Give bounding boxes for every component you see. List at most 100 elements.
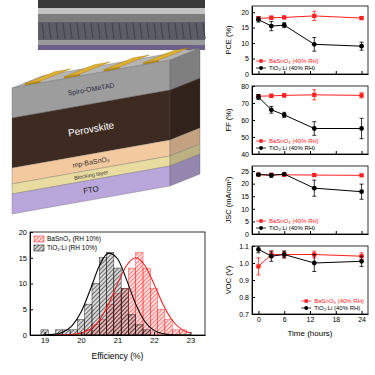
- sem-grain: [203, 23, 205, 39]
- tick: [336, 231, 337, 234]
- layer-side: [170, 154, 200, 186]
- tick-mark: [252, 171, 255, 172]
- tick-mark: [310, 311, 311, 314]
- tick-mark: [252, 43, 255, 44]
- axis-line: [252, 167, 253, 235]
- sem-grain: [147, 23, 149, 39]
- tick-label: 50: [241, 134, 249, 141]
- tick-label: 5: [23, 305, 27, 314]
- tick-mark: [252, 74, 255, 75]
- tick-label: 0: [23, 331, 27, 340]
- axis-line: [252, 7, 253, 75]
- tick-mark: [252, 221, 255, 222]
- tick-label: 0.9: [239, 277, 249, 284]
- axis-line: [253, 314, 369, 315]
- legend-label: TiO₂:Li (40% RH): [269, 65, 315, 71]
- x-axis: [253, 231, 369, 235]
- sem-band: [38, 8, 205, 14]
- tick: [362, 231, 363, 234]
- error-bar: [282, 251, 286, 258]
- tick-label: 10: [241, 40, 249, 47]
- tick-mark: [362, 71, 363, 74]
- sem-grain: [70, 23, 72, 39]
- marker: [282, 252, 287, 257]
- marker: [312, 173, 316, 177]
- sem-grain: [84, 23, 86, 39]
- tick-mark: [310, 151, 311, 154]
- series-line: [258, 20, 361, 47]
- tick: 23: [187, 332, 195, 345]
- tick: [258, 231, 259, 234]
- x-axis: 1920212223: [31, 332, 206, 345]
- marker: [359, 16, 363, 20]
- tick-mark: [252, 280, 255, 281]
- legend: BaSnO₃ (RH 10%)TiO₂:Li (RH 10%): [34, 235, 101, 252]
- error-bar: [269, 21, 273, 30]
- legend: BaSnO₃ (40% RH)TiO₂:Li (40% RH): [256, 138, 319, 151]
- marker: [312, 261, 317, 266]
- plot-area: [256, 172, 364, 200]
- plot-area: [256, 246, 364, 275]
- bar: [143, 330, 150, 335]
- error-bar: [282, 23, 286, 28]
- tick: 20: [241, 9, 255, 16]
- tick-mark: [336, 151, 337, 154]
- error-bar: [312, 180, 316, 196]
- tick-label: 22: [150, 336, 158, 345]
- sem-band: [38, 22, 205, 40]
- axis-line: [253, 74, 369, 75]
- tick: [310, 231, 311, 234]
- error-bar: [360, 17, 364, 20]
- sem-grain: [98, 23, 100, 39]
- marker: [269, 107, 274, 112]
- histogram-chart: 192021222305101520Efficiency (%)BaSnO₃ (…: [19, 228, 206, 361]
- tick-mark: [362, 231, 363, 234]
- x-axis-title: Time (hours): [287, 329, 332, 338]
- plot-area: [41, 253, 190, 335]
- tick: [258, 151, 259, 154]
- marker: [269, 173, 273, 177]
- error-bar: [282, 16, 286, 18]
- legend: BaSnO₃ (40% RH)TiO₂:Li (40% RH): [256, 218, 319, 231]
- error-bar: [282, 94, 286, 97]
- sem-grain: [105, 23, 107, 39]
- marker: [269, 24, 274, 29]
- legend-marker: [304, 306, 308, 310]
- marker: [269, 254, 274, 259]
- marker: [312, 14, 316, 18]
- marker: [312, 186, 317, 191]
- plot-frame: [252, 86, 368, 154]
- tick-mark: [30, 284, 33, 285]
- marker: [256, 95, 261, 100]
- marker: [282, 113, 287, 118]
- bar: [136, 253, 143, 335]
- tick-mark: [252, 86, 255, 87]
- sem-grain: [182, 23, 184, 39]
- tick: [336, 71, 337, 74]
- tick: 50: [241, 134, 255, 141]
- tick: 15: [241, 24, 255, 31]
- tick-mark: [284, 151, 285, 154]
- legend-label: BaSnO₃ (40% RH): [269, 218, 319, 224]
- tick-mark: [252, 59, 255, 60]
- tick-mark: [258, 311, 259, 314]
- tick-label: 20: [19, 228, 27, 237]
- marker: [312, 42, 317, 47]
- tick-mark: [190, 332, 191, 335]
- tick-mark: [258, 231, 259, 234]
- sem-grain: [175, 23, 177, 39]
- error-bar: [360, 118, 364, 138]
- marker: [256, 264, 260, 268]
- tick: 5: [245, 218, 255, 225]
- tick: 80: [241, 83, 255, 90]
- tick-mark: [252, 234, 255, 235]
- error-bar: [282, 112, 286, 117]
- tick: 0: [245, 71, 255, 78]
- plot-frame: [252, 166, 368, 234]
- tick: 1.1: [239, 243, 255, 250]
- tick-mark: [362, 151, 363, 154]
- layer-label: Spiro-OMeTAD: [67, 81, 115, 97]
- tick: 1.0: [239, 260, 255, 267]
- tick: 0: [257, 311, 261, 323]
- series-line: [258, 249, 361, 263]
